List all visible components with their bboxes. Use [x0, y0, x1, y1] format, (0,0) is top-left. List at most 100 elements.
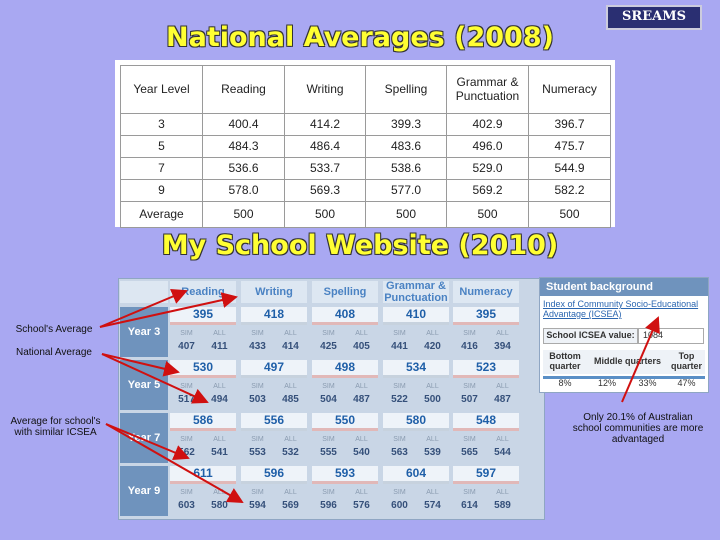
school-average: 597	[453, 466, 519, 484]
quarter-value: 8%	[543, 376, 587, 388]
sim-label: SIM	[180, 382, 193, 390]
similar-average: 600	[391, 499, 408, 511]
similar-average: 441	[391, 340, 408, 352]
annotation: National Average	[16, 346, 92, 358]
sim-label: SIM	[180, 435, 193, 443]
similar-average: 596	[320, 499, 337, 511]
sim-label: SIM	[393, 435, 406, 443]
similar-average: 416	[461, 340, 478, 352]
national-average: 580	[211, 499, 228, 511]
sim-label: SIM	[463, 382, 476, 390]
table-cell: 3	[120, 113, 203, 136]
school-average: 550	[312, 413, 378, 431]
national-average: 414	[282, 340, 299, 352]
table-cell: 569.3	[284, 179, 366, 202]
table-cell: 533.7	[284, 157, 366, 180]
all-label: ALL	[496, 382, 509, 390]
year-label: Year 9	[120, 466, 168, 516]
quarter-value: 33%	[627, 376, 668, 388]
similar-average: 504	[320, 393, 337, 405]
school-average: 497	[241, 360, 307, 378]
table-header: Spelling	[365, 65, 447, 114]
table-header: Numeracy	[528, 65, 611, 114]
national-average: 569	[282, 499, 299, 511]
table-cell: 569.2	[446, 179, 529, 202]
sim-label: SIM	[393, 488, 406, 496]
sim-label: SIM	[180, 329, 193, 337]
school-average: 523	[453, 360, 519, 378]
similar-average: 563	[391, 446, 408, 458]
table-cell: 414.2	[284, 113, 366, 136]
student-title: Student background	[540, 278, 708, 296]
icsea-label: School ICSEA value:	[543, 328, 638, 344]
table-header: Year Level	[120, 65, 203, 114]
sim-label: SIM	[463, 435, 476, 443]
similar-average: 614	[461, 499, 478, 511]
all-label: ALL	[213, 488, 226, 496]
column-header: Writing	[241, 281, 307, 303]
all-label: ALL	[355, 488, 368, 496]
national-average: 576	[353, 499, 370, 511]
school-average: 611	[170, 466, 236, 484]
national-average: 487	[353, 393, 370, 405]
table-cell: 578.0	[202, 179, 285, 202]
table-cell: 402.9	[446, 113, 529, 136]
table-cell: 582.2	[528, 179, 611, 202]
school-average: 418	[241, 307, 307, 325]
school-average: 530	[170, 360, 236, 378]
all-label: ALL	[426, 329, 439, 337]
table-cell: 396.7	[528, 113, 611, 136]
school-average: 556	[241, 413, 307, 431]
national-average: 540	[353, 446, 370, 458]
school-average: 410	[383, 307, 449, 325]
table-cell: 399.3	[365, 113, 447, 136]
similar-average: 433	[249, 340, 266, 352]
table-cell: 529.0	[446, 157, 529, 180]
table-cell: 496.0	[446, 135, 529, 158]
quarter-header: Middle quarters	[587, 350, 668, 374]
national-average: 532	[282, 446, 299, 458]
sim-label: SIM	[180, 488, 193, 496]
all-label: ALL	[355, 435, 368, 443]
school-average: 548	[453, 413, 519, 431]
all-label: ALL	[496, 435, 509, 443]
all-label: ALL	[213, 329, 226, 337]
all-label: ALL	[355, 382, 368, 390]
school-average: 498	[312, 360, 378, 378]
quarter-header: Bottom quarter	[543, 350, 587, 374]
slide-title: National Averages (2008)	[166, 22, 554, 54]
annotation: Average for school's with similar ICSEA	[10, 416, 101, 438]
similar-average: 503	[249, 393, 266, 405]
similar-average: 522	[391, 393, 408, 405]
year-label: Year 3	[120, 307, 168, 357]
table-cell: 486.4	[284, 135, 366, 158]
similar-average: 594	[249, 499, 266, 511]
table-cell: 7	[120, 157, 203, 180]
sim-label: SIM	[251, 435, 264, 443]
quarter-value: 47%	[668, 376, 705, 388]
table-cell: 5	[120, 135, 203, 158]
similar-average: 517	[178, 393, 195, 405]
sim-label: SIM	[251, 488, 264, 496]
national-average: 541	[211, 446, 228, 458]
table-cell: 538.6	[365, 157, 447, 180]
annotation: School's Average	[15, 323, 93, 335]
table-cell: 500	[528, 201, 611, 228]
quarter-value: 12%	[587, 376, 627, 388]
school-average: 593	[312, 466, 378, 484]
sim-label: SIM	[322, 435, 335, 443]
all-label: ALL	[284, 329, 297, 337]
table-cell: 9	[120, 179, 203, 202]
school-average: 580	[383, 413, 449, 431]
similar-average: 425	[320, 340, 337, 352]
year-column-header	[120, 281, 168, 303]
sim-label: SIM	[393, 329, 406, 337]
table-header: Grammar & Punctuation	[446, 65, 529, 114]
similar-average: 603	[178, 499, 195, 511]
column-header: Numeracy	[453, 281, 519, 303]
table-cell: 483.6	[365, 135, 447, 158]
national-average: 394	[494, 340, 511, 352]
school-average: 395	[170, 307, 236, 325]
all-label: ALL	[284, 382, 297, 390]
